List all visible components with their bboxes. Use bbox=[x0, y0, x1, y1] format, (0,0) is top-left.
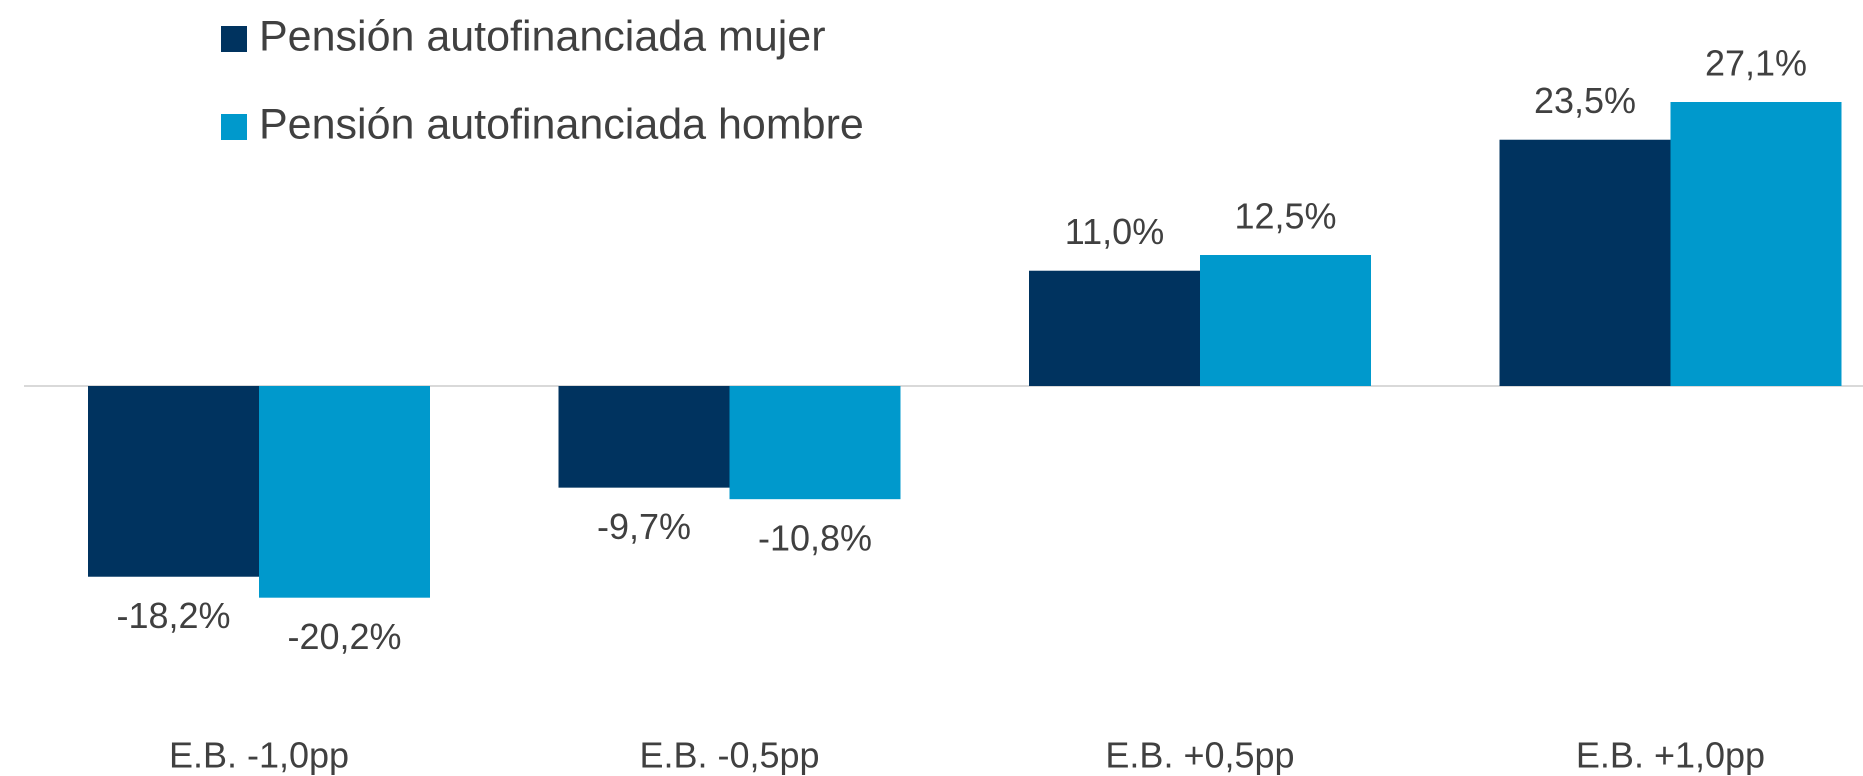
legend-swatch bbox=[221, 26, 247, 52]
x-tick-label: E.B. +0,5pp bbox=[1105, 735, 1294, 776]
bar bbox=[1200, 255, 1371, 386]
x-tick-label: E.B. -0,5pp bbox=[639, 735, 819, 776]
value-label: 23,5% bbox=[1534, 80, 1636, 121]
bar bbox=[729, 386, 901, 500]
value-label: 11,0% bbox=[1065, 211, 1164, 252]
value-label: -10,8% bbox=[758, 518, 872, 559]
bar bbox=[1499, 139, 1671, 386]
bar bbox=[259, 386, 430, 598]
value-label: -20,2% bbox=[287, 616, 401, 657]
value-label: 12,5% bbox=[1234, 196, 1336, 237]
bar bbox=[1670, 102, 1842, 386]
bar bbox=[558, 386, 730, 488]
legend-label: Pensión autofinanciada mujer bbox=[259, 12, 826, 60]
bar bbox=[1029, 270, 1200, 386]
value-label: 27,1% bbox=[1705, 43, 1807, 84]
legend-swatch bbox=[221, 114, 247, 140]
x-tick-label: E.B. +1,0pp bbox=[1576, 735, 1765, 776]
bar bbox=[88, 386, 259, 577]
value-label: -9,7% bbox=[597, 506, 691, 547]
legend-label: Pensión autofinanciada hombre bbox=[259, 100, 864, 148]
x-tick-label: E.B. -1,0pp bbox=[169, 735, 349, 776]
value-label: -18,2% bbox=[116, 595, 230, 636]
